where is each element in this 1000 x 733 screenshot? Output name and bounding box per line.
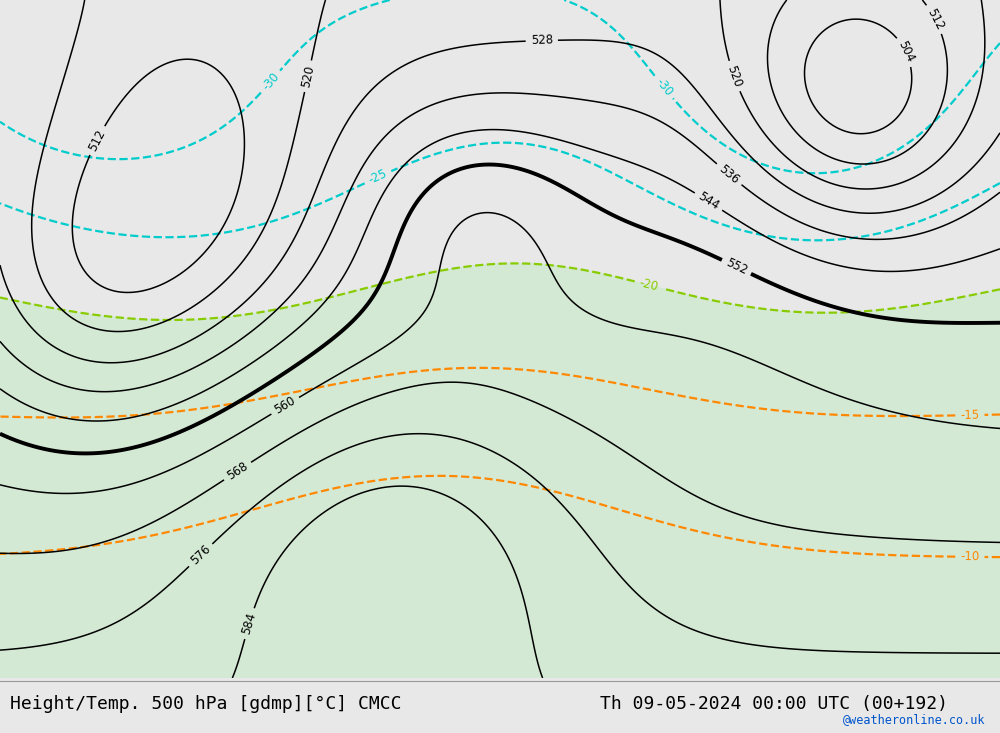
Text: 512: 512 (86, 128, 108, 153)
Text: 520: 520 (724, 64, 744, 89)
Text: -20: -20 (638, 276, 660, 294)
Text: 536: 536 (716, 162, 742, 187)
Text: Height/Temp. 500 hPa [gdmp][°C] CMCC: Height/Temp. 500 hPa [gdmp][°C] CMCC (10, 696, 402, 713)
Text: 512: 512 (924, 6, 946, 32)
Text: @weatheronline.co.uk: @weatheronline.co.uk (842, 713, 985, 726)
Text: -25: -25 (366, 167, 389, 187)
Text: 584: 584 (240, 611, 259, 636)
Text: 528: 528 (530, 34, 553, 48)
Text: -15: -15 (960, 408, 980, 421)
Text: 544: 544 (696, 190, 721, 213)
Text: 568: 568 (225, 460, 250, 482)
Text: -30: -30 (259, 70, 282, 93)
Text: Th 09-05-2024 00:00 UTC (00+192): Th 09-05-2024 00:00 UTC (00+192) (600, 696, 948, 713)
Text: -30: -30 (653, 75, 675, 99)
Text: 552: 552 (724, 256, 749, 278)
Text: 560: 560 (272, 394, 298, 417)
Text: 576: 576 (188, 542, 213, 567)
Text: 520: 520 (299, 64, 317, 89)
Text: -10: -10 (960, 550, 980, 564)
Text: 504: 504 (895, 39, 916, 65)
